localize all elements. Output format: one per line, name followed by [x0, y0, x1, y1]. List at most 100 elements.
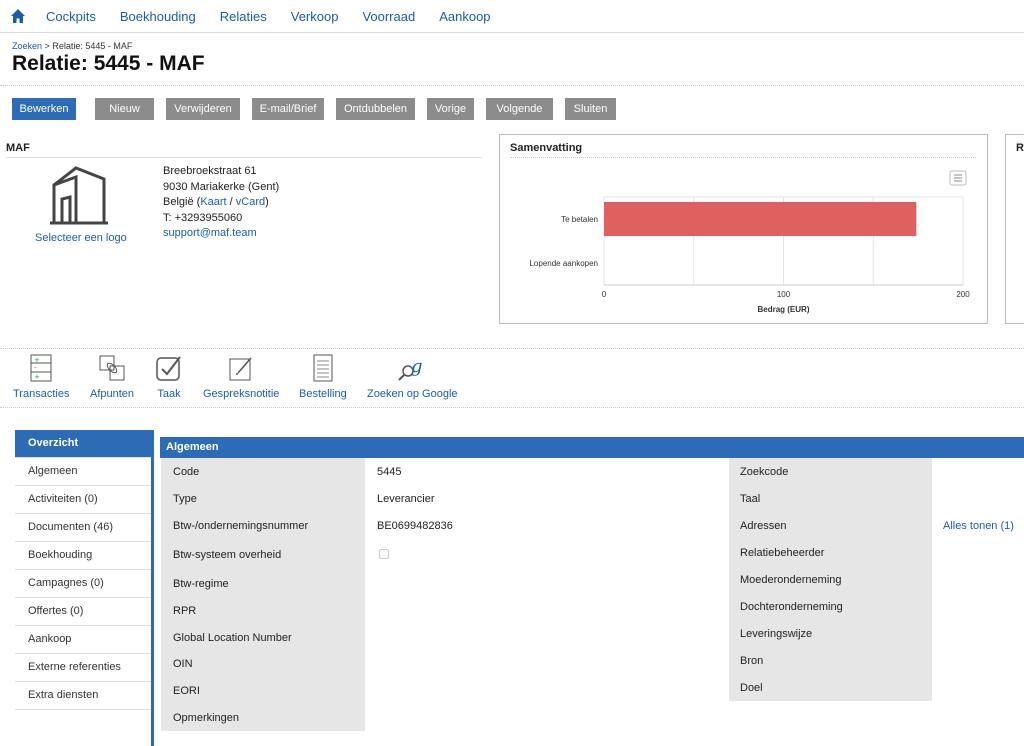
chart-category-label: Te betalen	[561, 215, 598, 224]
tab-activiteiten[interactable]: Activiteiten (0)	[15, 486, 153, 514]
nav-cockpits[interactable]: Cockpits	[46, 8, 96, 24]
detail-tabs: Overzicht Algemeen Activiteiten (0) Docu…	[15, 430, 153, 710]
delete-button[interactable]: Verwijderen	[166, 98, 240, 120]
address-country: België	[163, 196, 194, 208]
right-panel-title: R	[1016, 142, 1024, 154]
svg-text:+: +	[34, 356, 40, 364]
contact-address: Breebroekstraat 61 9030 Mariakerke (Gent…	[163, 164, 279, 242]
next-button[interactable]: Volgende	[486, 98, 553, 120]
chart-bar	[604, 202, 917, 236]
btw-system-checkbox[interactable]	[379, 549, 389, 559]
label-bron: Bron	[740, 655, 764, 667]
tab-aankoop[interactable]: Aankoop	[15, 626, 153, 654]
label-leveringswijze: Leveringswijze	[740, 628, 813, 640]
summary-title: Samenvatting	[510, 142, 583, 154]
label-opmerkingen: Opmerkingen	[173, 712, 240, 724]
previous-button[interactable]: Vorige	[427, 98, 474, 120]
right-panel: R	[1005, 134, 1024, 324]
order-document-icon	[313, 354, 333, 382]
label-type: Type	[173, 493, 197, 505]
value-code: 5445	[377, 466, 402, 478]
tab-overzicht[interactable]: Overzicht	[15, 430, 153, 458]
tab-boekhouding[interactable]: Boekhouding	[15, 542, 153, 570]
chart-menu-icon[interactable]	[949, 170, 967, 186]
summary-chart: Te betalen Lopende aankopen 0 100 200 Bedrag …	[529, 170, 970, 314]
tab-algemeen[interactable]: Algemeen	[15, 458, 153, 486]
contact-email-link[interactable]: support@maf.team	[163, 227, 257, 239]
action-gespreksnotitie[interactable]: Gespreksnotitie	[203, 354, 279, 400]
action-transactions[interactable]: + - + Transacties	[13, 354, 69, 400]
action-bestelling-label: Bestelling	[299, 388, 347, 400]
edit-button[interactable]: Bewerken	[12, 98, 76, 120]
action-gespreksnotitie-label: Gespreksnotitie	[203, 388, 280, 400]
label-taal: Taal	[740, 493, 761, 505]
chart-tick-label: 0	[602, 290, 607, 299]
vcard-link[interactable]: vCard	[235, 196, 266, 208]
address-country-line: België (Kaart / vCard)	[163, 196, 269, 208]
breadcrumb-zoeken-link[interactable]: Zoeken	[12, 41, 43, 51]
home-icon[interactable]	[10, 8, 26, 24]
label-gln: Global Location Number	[173, 632, 292, 644]
label-moederonderneming: Moederonderneming	[740, 574, 842, 586]
right-labels-column	[729, 458, 932, 701]
label-rpr: RPR	[173, 605, 197, 617]
building-icon[interactable]	[46, 165, 112, 227]
breadcrumb-current: Relatie: 5445 - MAF	[52, 41, 133, 51]
tab-extra-diensten[interactable]: Extra diensten	[15, 682, 153, 710]
chart-plot: Te betalen Lopende aankopen 0 100 200 Bedrag …	[529, 196, 970, 314]
show-all-addresses-link[interactable]: Alles tonen (1)	[943, 520, 1014, 532]
label-btw-number: Btw-/ondernemingsnummer	[173, 520, 309, 532]
contact-divider	[6, 157, 482, 158]
email-letter-button[interactable]: E-mail/Brief	[252, 98, 324, 120]
action-afpunten-label: Afpunten	[90, 388, 135, 400]
page-title: Relatie: 5445 - MAF	[12, 52, 205, 75]
action-google-search[interactable]: g Zoeken op Google	[367, 354, 458, 400]
value-btw-number: BE0699482836	[377, 520, 453, 532]
header-divider	[0, 85, 1024, 86]
label-doel: Doel	[740, 682, 763, 694]
tab-documenten[interactable]: Documenten (46)	[15, 514, 153, 542]
breadcrumb-separator: >	[44, 41, 50, 51]
new-button[interactable]: Nieuw	[95, 98, 154, 120]
action-taak[interactable]: Taak	[155, 354, 183, 400]
label-zoekcode: Zoekcode	[740, 466, 789, 478]
address-street: Breebroekstraat 61	[163, 165, 257, 177]
action-bar: + - + Transacties Afpunten Taak Gespreks…	[0, 348, 1024, 408]
chart-category-label: Lopende aankopen	[529, 259, 598, 268]
contact-phone: T: +3293955060	[163, 211, 243, 224]
address-city: 9030 Mariakerke (Gent)	[163, 180, 280, 193]
action-taak-label: Taak	[157, 388, 181, 400]
chart-tick-label: 200	[956, 290, 970, 299]
tabs-accent-bar	[151, 430, 154, 746]
nav-verkoop[interactable]: Verkoop	[290, 8, 339, 24]
action-google-search-label: Zoeken op Google	[367, 388, 458, 400]
value-type: Leverancier	[377, 493, 435, 505]
action-afpunten[interactable]: Afpunten	[90, 354, 134, 400]
label-dochteronderneming: Dochteronderneming	[740, 601, 843, 613]
label-btw-system: Btw-systeem overheid	[173, 549, 282, 561]
left-labels-column	[161, 458, 365, 731]
top-nav: Cockpits Boekhouding Relaties Verkoop Vo…	[0, 0, 1024, 33]
svg-text:g: g	[411, 356, 423, 377]
action-bestelling[interactable]: Bestelling	[299, 354, 347, 400]
label-code: Code	[173, 466, 200, 478]
nav-voorraad[interactable]: Voorraad	[362, 8, 416, 24]
chart-x-axis-label: Bedrag (EUR)	[757, 305, 809, 314]
nav-aankoop[interactable]: Aankoop	[439, 8, 491, 24]
breadcrumb: Zoeken > Relatie: 5445 - MAF	[12, 41, 132, 51]
label-btw-regime: Btw-regime	[173, 578, 229, 590]
tab-offertes[interactable]: Offertes (0)	[15, 598, 153, 626]
close-button[interactable]: Sluiten	[565, 98, 616, 120]
note-edit-icon	[229, 357, 252, 381]
action-transactions-label: Transacties	[13, 388, 70, 400]
nav-relaties[interactable]: Relaties	[219, 8, 267, 24]
label-eori: EORI	[173, 685, 200, 697]
section-header: Algemeen	[160, 437, 1024, 458]
nav-boekhouding[interactable]: Boekhouding	[119, 8, 196, 24]
map-link[interactable]: Kaart	[200, 196, 227, 208]
tab-externe-referenties[interactable]: Externe referenties	[15, 654, 153, 682]
tab-campagnes[interactable]: Campagnes (0)	[15, 570, 153, 598]
select-logo-link[interactable]: Selecteer een logo	[35, 232, 127, 244]
deduplicate-button[interactable]: Ontdubbelen	[336, 98, 415, 120]
transactions-icon: + - +	[30, 354, 52, 382]
